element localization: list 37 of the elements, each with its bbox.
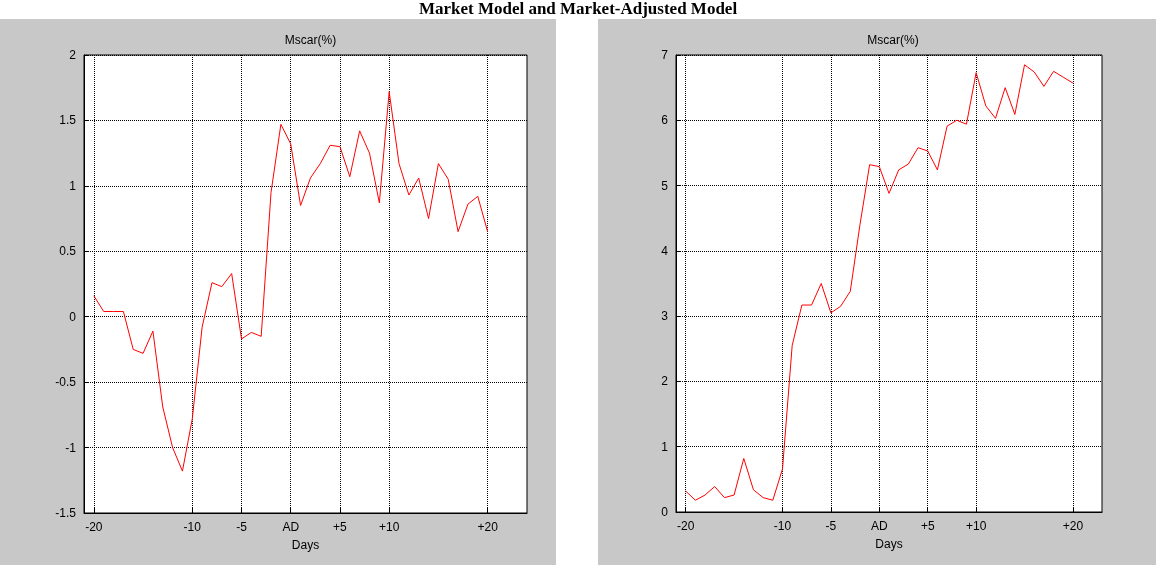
- x-tick-label: -10: [773, 519, 792, 533]
- x-tick-label: +5: [333, 520, 348, 534]
- x-axis-title: Days: [875, 537, 903, 551]
- y-tick-label: 0: [69, 309, 77, 324]
- x-tick-label: +5: [920, 519, 935, 533]
- x-tick-label: AD: [282, 520, 300, 534]
- y-tick-label: -0.5: [55, 375, 77, 390]
- x-tick-label: -10: [183, 520, 202, 534]
- x-tick-label: +20: [1062, 519, 1084, 533]
- y-tick-label: 7: [661, 48, 669, 62]
- y-tick-label: 1: [69, 178, 77, 193]
- line-series: [93, 91, 489, 472]
- y-tick-label: 1.5: [59, 113, 77, 128]
- x-tick-label: +10: [379, 520, 400, 534]
- x-tick-label: AD: [870, 519, 888, 533]
- y-tick-label: 0: [661, 505, 669, 519]
- x-tick-label: -20: [677, 519, 695, 533]
- x-axis-title: Days: [291, 538, 320, 552]
- y-tick-label: 4: [661, 243, 669, 258]
- x-tick-label: -20: [85, 520, 103, 534]
- y-tick-label: -1.5: [55, 506, 77, 520]
- y-tick-label: 6: [661, 113, 669, 128]
- y-tick-label: 2: [661, 374, 669, 389]
- y-tick-label: -1: [65, 440, 77, 455]
- y-tick-label: 0.5: [59, 244, 77, 259]
- x-tick-label: +10: [965, 519, 987, 533]
- y-tick-label: 2: [69, 48, 77, 62]
- line-series: [685, 64, 1074, 501]
- x-tick-label: +20: [477, 520, 499, 534]
- y-tick-label: 3: [661, 309, 669, 324]
- x-tick-label: -5: [236, 520, 248, 534]
- x-tick-label: -5: [825, 519, 837, 533]
- chart-title: Mscar(%): [284, 33, 337, 47]
- y-tick-label: 5: [661, 178, 669, 193]
- y-tick-label: 1: [661, 439, 669, 454]
- text: Market Model and Market-Adjusted Model: [417, 0, 739, 18]
- chart-title: Mscar(%): [867, 33, 919, 47]
